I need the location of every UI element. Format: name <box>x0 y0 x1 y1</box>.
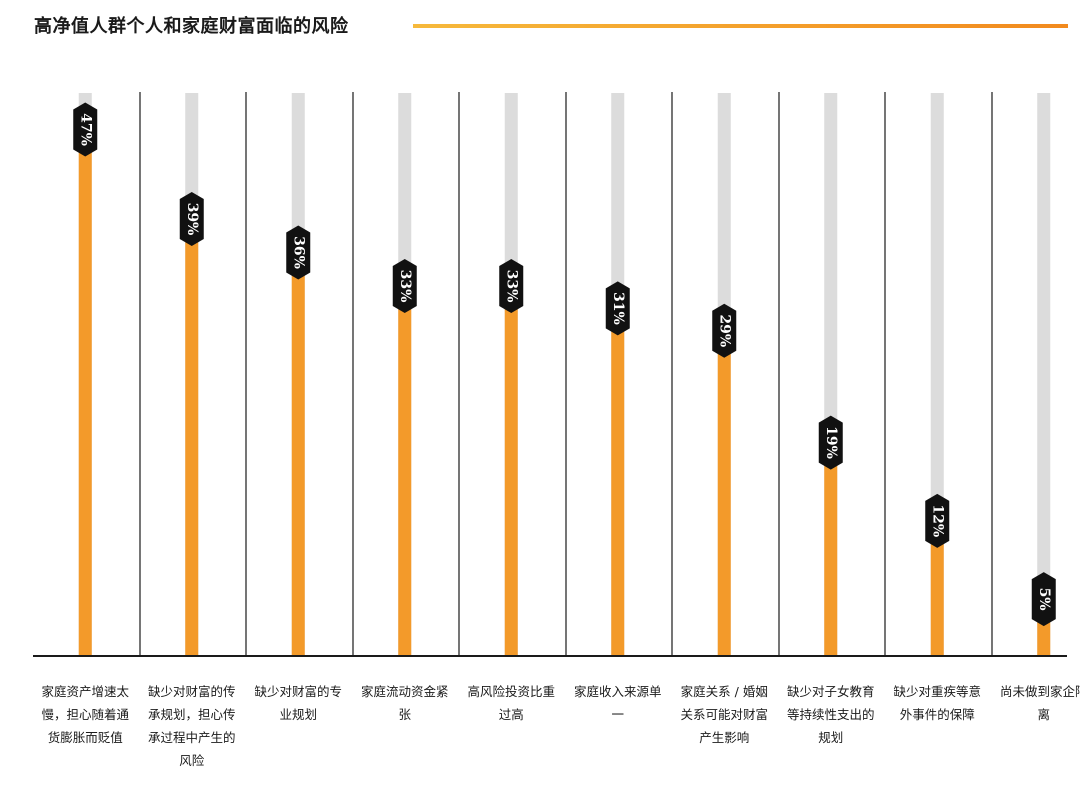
bar <box>291 253 305 656</box>
title-rule <box>413 24 1068 28</box>
bar <box>78 130 92 657</box>
data-label: 5% <box>1036 588 1052 611</box>
value-badge <box>392 259 417 314</box>
data-label: 39% <box>184 203 200 236</box>
value-badge <box>499 259 524 314</box>
data-label: 29% <box>716 314 732 347</box>
data-label: 36% <box>290 236 306 269</box>
category-label: 家庭资产增速太慢，担心随着通货膨胀而贬值 <box>41 684 129 745</box>
category-label: 尚未做到家企隔离 <box>999 684 1080 722</box>
category-label: 缺少对重疾等意外事件的保障 <box>893 684 981 722</box>
value-badge <box>925 493 950 548</box>
data-label: 31% <box>610 292 626 325</box>
data-label: 47% <box>77 113 93 146</box>
data-label: 33% <box>397 270 413 303</box>
value-badge <box>605 281 630 336</box>
category-label: 缺少对财富的传承规划，担心传承过程中产生的风险 <box>147 684 236 768</box>
value-badge <box>73 102 98 157</box>
chart-title: 高净值人群个人和家庭财富面临的风险 <box>34 16 349 37</box>
bar <box>717 331 731 656</box>
bar <box>611 309 625 656</box>
category-label: 高风险投资比重过高 <box>467 684 555 722</box>
value-badge <box>179 191 204 246</box>
category-label: 家庭流动资金紧张 <box>360 684 449 722</box>
category-label: 缺少对子女教育等持续性支出的规划 <box>786 684 875 745</box>
bar-track <box>1037 93 1051 656</box>
bar <box>398 287 412 656</box>
category-label: 家庭关系 / 婚姻关系可能对财富产生影响 <box>680 684 768 745</box>
bar <box>824 443 838 656</box>
data-label: 12% <box>929 504 945 537</box>
category-label: 缺少对财富的专业规划 <box>254 684 342 722</box>
value-badge <box>1031 572 1056 627</box>
bar <box>930 521 944 656</box>
bar <box>185 219 199 657</box>
value-badge <box>818 415 843 470</box>
data-label: 33% <box>503 270 519 303</box>
category-label: 家庭收入来源单一 <box>573 684 662 722</box>
value-badge <box>712 303 737 358</box>
bar <box>504 287 518 656</box>
data-label: 19% <box>823 426 839 459</box>
value-badge <box>286 225 311 280</box>
